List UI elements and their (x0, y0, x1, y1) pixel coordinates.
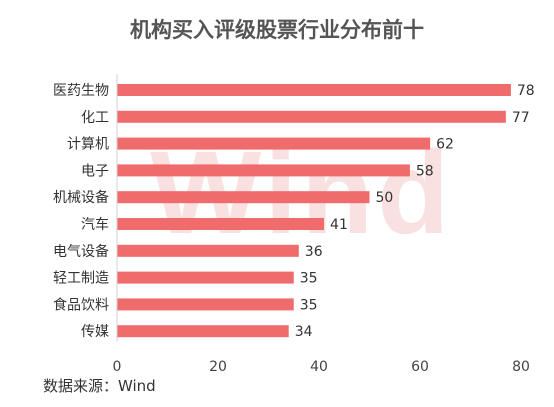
x-tick-label: 0 (113, 359, 122, 375)
x-tick-label: 60 (411, 359, 429, 375)
value-label: 50 (376, 190, 394, 206)
category-label: 汽车 (81, 216, 109, 233)
value-label: 77 (512, 110, 530, 126)
category-label: 电子 (81, 163, 109, 179)
value-label: 78 (517, 83, 535, 99)
bar (117, 164, 410, 177)
category-label: 传媒 (81, 324, 109, 340)
value-label: 62 (436, 137, 454, 153)
bar (117, 137, 431, 150)
chart-title: 机构买入评级股票行业分布前十 (130, 18, 424, 42)
value-label: 36 (305, 244, 323, 260)
category-label: 医药生物 (53, 83, 109, 99)
source-note: 数据来源：Wind (43, 377, 156, 395)
category-label: 机械设备 (53, 189, 109, 206)
value-label: 35 (300, 271, 318, 287)
value-label: 35 (300, 297, 318, 313)
value-label: 58 (416, 163, 434, 179)
category-label: 计算机 (67, 137, 109, 153)
category-label: 化工 (81, 110, 109, 126)
value-label: 34 (295, 324, 313, 340)
bar (117, 191, 370, 204)
category-label: 食品饮料 (53, 296, 109, 313)
x-tick-label: 20 (209, 359, 227, 375)
category-label: 电气设备 (53, 243, 109, 260)
x-tick-label: 80 (512, 359, 530, 375)
bar (117, 244, 299, 257)
bar (117, 218, 325, 230)
bar (117, 110, 506, 123)
category-label: 轻工制造 (53, 271, 109, 287)
bar (117, 84, 511, 96)
bar (117, 298, 294, 311)
bar (117, 325, 289, 338)
x-tick-label: 40 (310, 359, 328, 375)
bar (117, 271, 294, 284)
value-label: 41 (330, 217, 348, 233)
